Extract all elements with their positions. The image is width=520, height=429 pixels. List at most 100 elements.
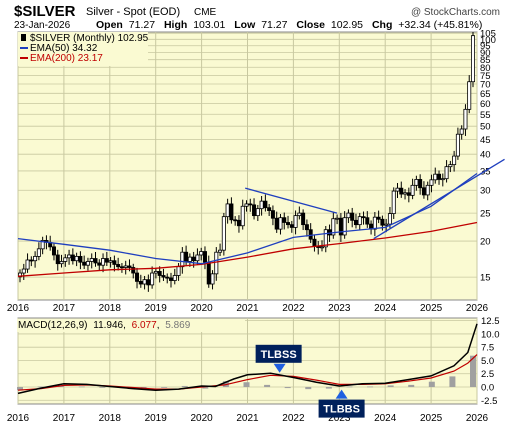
candle-body [406,192,411,196]
candle-body [63,257,68,262]
macd-x-tick-label: 2016 [7,413,30,424]
macd-histogram-bar [305,387,312,390]
candle-body [51,246,56,256]
macd-histogram-bar [181,385,188,388]
candle-body [384,223,389,226]
tlbbs-annotation: TLBBS [318,389,365,418]
candle-body [135,272,140,282]
macd-legend-name: MACD(12,26,9) [18,320,87,331]
exchange-label: CME [194,7,217,18]
price-x-tick-label: 2018 [99,303,122,314]
macd-histogram-bar [325,387,332,389]
candle-body [342,217,347,236]
candle-body [206,261,211,285]
candle-body [327,229,332,236]
candle-body [161,275,166,278]
macd-histogram-bar [140,387,147,389]
candle-body [429,179,434,186]
candle-body [127,265,132,268]
price-y-tick-label: 50 [480,122,491,133]
candle-body [150,272,155,286]
candle-body [365,217,370,225]
candle-body [240,205,245,227]
candle-body [67,254,72,259]
candle-body [323,229,328,248]
macd-histogram-bar [37,386,44,388]
candle-body [463,108,468,130]
candle-body [270,210,275,219]
candle-body [331,218,336,236]
candle-body [304,224,309,231]
candle-body [395,187,400,192]
candle-body [282,217,287,223]
candle-body [248,203,253,206]
candle-body [312,238,317,247]
trendline [245,187,338,214]
low-label: Low [234,19,256,31]
price-y-tick-label: 85 [480,55,491,66]
candle-body [293,215,298,228]
macd-histogram-bar [78,386,85,388]
candle-body [421,187,426,196]
candle-body [74,255,79,262]
macd-x-tick-label: 2024 [374,413,397,424]
candle-body [97,262,102,266]
candle-body [267,207,272,212]
ema50-legend-text: EMA(50) 34.32 [30,43,98,54]
candle-body [361,216,366,219]
candle-body [297,212,302,217]
candle-body [414,179,419,186]
price-legend-swatch [21,34,26,41]
close-value: 102.95 [331,19,363,31]
high-label: High [164,19,187,31]
price-y-tick-label: 95 [480,41,491,52]
macd-histogram-bar [346,386,353,388]
candle-body [93,258,98,264]
candle-body [399,187,404,195]
macd-histogram-bar [428,381,435,388]
candle-body [153,271,158,274]
tlbbs-label: TLBBS [323,404,360,416]
candle-body [191,256,196,262]
candle-body [176,266,181,276]
candle-body [123,265,128,268]
candle-body [218,249,223,253]
candle-body [202,251,207,263]
price-y-tick-label: 75 [480,71,491,82]
trendline [373,158,505,240]
candle-body [184,251,189,262]
macd-histogram-bar [202,387,209,389]
macd-histogram-bar [243,382,250,388]
price-y-tick-label: 45 [480,135,491,146]
candle-body [252,204,257,217]
macd-x-tick-label: 2023 [328,413,351,424]
candle-body [444,166,449,180]
macd-histogram-bar [387,385,394,388]
candle-body [214,251,219,275]
candle-body [17,272,22,278]
candle-body [452,155,457,166]
candle-body [187,256,192,262]
instrument-name: Silver - Spot (EOD) [86,6,180,18]
price-y-tick-label: 25 [480,209,491,220]
price-y-tick-label: 65 [480,89,491,100]
macd-histogram-bar [17,387,23,391]
date-label: 23-Jan-2026 [14,20,71,31]
macd-x-tick-label: 2026 [466,413,489,424]
candle-body [346,212,351,219]
close-label: Close [296,19,325,31]
candle-body [418,179,423,189]
candle-body [78,255,83,263]
price-y-tick-label: 105 [480,29,496,40]
candle-body [229,203,234,221]
price-y-tick-label: 35 [480,166,491,177]
candle-body [70,254,75,262]
macd-x-tick-label: 2022 [282,413,305,424]
candle-body [403,192,408,195]
macd-y-tick-label: 2.5 [481,369,494,380]
candle-body [467,81,472,110]
candle-body [353,219,358,226]
candle-body [172,275,177,281]
macd-panel: 2016 2017 2018 2019 2020 2021 2022 2023 2024 2025… [7,316,500,424]
macd-legend: MACD(12,26,9) 11.946, 6.077, 5.869 [17,319,245,332]
